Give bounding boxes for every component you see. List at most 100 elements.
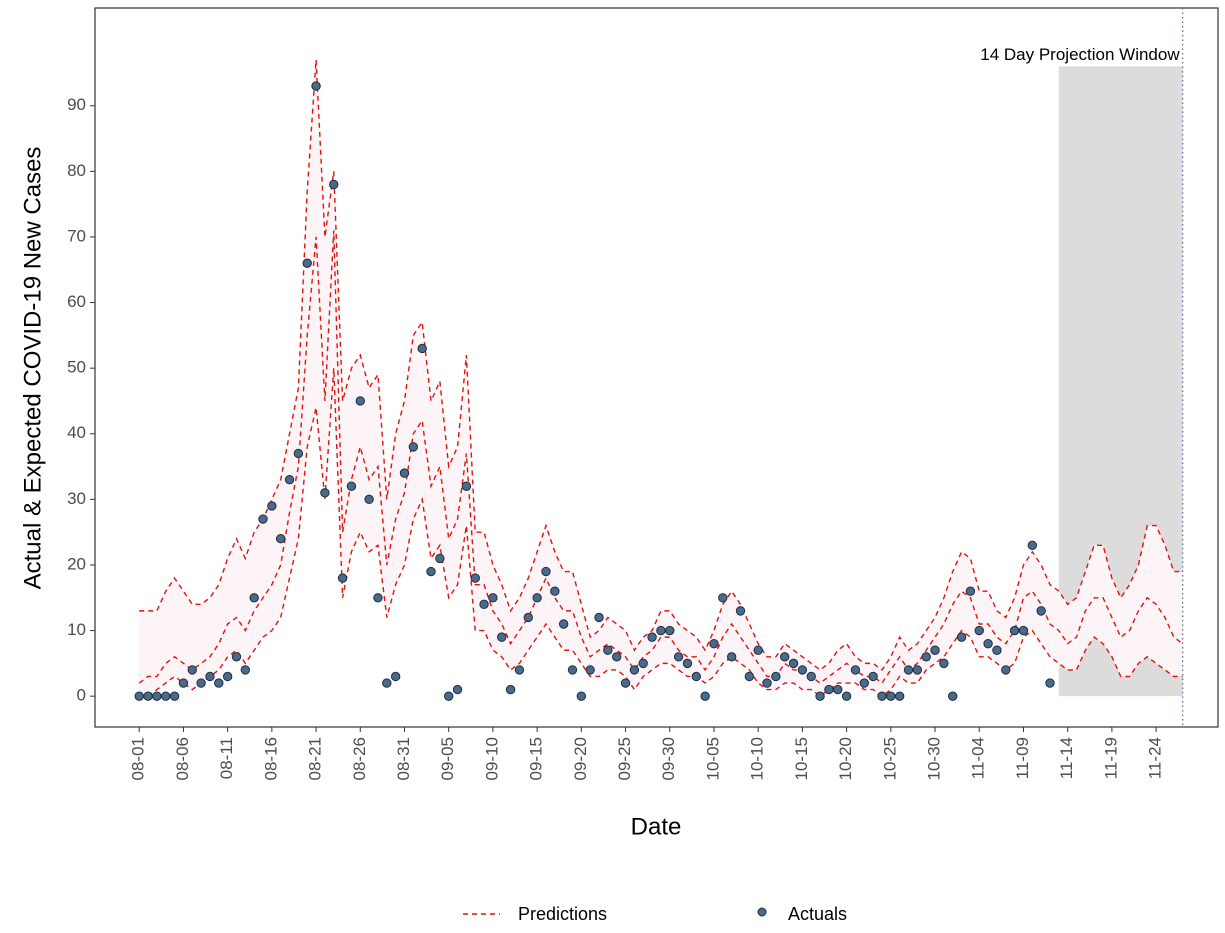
actual-point (974, 625, 984, 636)
actual-point (735, 606, 746, 616)
x-tick-label: 11-14 (1057, 737, 1076, 779)
actual-point (744, 671, 755, 682)
actual-point (718, 593, 728, 603)
actual-point (656, 625, 666, 636)
actual-point (152, 691, 162, 701)
actual-point (523, 612, 533, 623)
actual-point (337, 573, 348, 583)
y-tick-label: 40 (67, 423, 86, 442)
legend-dot (757, 907, 767, 917)
actual-point (877, 691, 887, 701)
x-tick-label: 08-11 (217, 737, 236, 779)
actual-point (700, 691, 710, 701)
actual-point (231, 652, 242, 662)
x-tick-label: 10-25 (880, 737, 899, 780)
x-tick-label: 10-05 (703, 737, 722, 780)
actual-point (850, 665, 861, 675)
actual-point (1018, 625, 1029, 636)
actual-point (382, 678, 392, 688)
actual-point (833, 684, 843, 695)
x-tick-label: 09-25 (615, 737, 634, 780)
actual-point (426, 566, 436, 577)
actual-point (532, 593, 542, 603)
actual-point (859, 678, 869, 688)
actual-point (320, 488, 330, 498)
actual-point (903, 665, 914, 675)
x-tick-label: 08-21 (306, 737, 325, 780)
legend-label: Actuals (788, 904, 847, 924)
actual-point (558, 619, 569, 629)
actual-point (311, 81, 321, 91)
actual-point (364, 494, 374, 505)
y-axis-title: Actual & Expected COVID-19 New Cases (19, 147, 46, 590)
y-tick-label: 10 (67, 620, 86, 639)
actual-point (824, 684, 834, 695)
x-tick-label: 11-09 (1013, 737, 1032, 779)
actual-point (346, 481, 357, 491)
actual-point (196, 678, 206, 688)
x-tick-label: 09-30 (659, 737, 678, 780)
actual-point (222, 671, 233, 682)
actual-point (214, 678, 224, 688)
y-tick-label: 50 (67, 358, 86, 377)
actual-point (169, 691, 180, 701)
actual-point (948, 691, 958, 701)
actual-point (373, 593, 383, 603)
actual-point (841, 691, 852, 701)
x-tick-label: 09-05 (438, 737, 457, 780)
actual-point (505, 684, 516, 695)
x-tick-label: 08-16 (261, 737, 280, 780)
actual-point (550, 586, 560, 596)
actual-point (143, 691, 153, 701)
actual-point (205, 671, 215, 682)
y-tick-label: 30 (67, 489, 86, 508)
actual-point (1027, 540, 1038, 550)
actual-point (691, 671, 701, 682)
y-tick-label: 70 (67, 226, 86, 245)
actual-point (647, 632, 657, 642)
actual-point (452, 684, 463, 695)
prediction-band (139, 59, 1183, 697)
x-tick-label: 08-01 (129, 737, 148, 780)
actual-point (771, 671, 781, 682)
legend: Predictions Actuals (463, 904, 847, 924)
actual-point (594, 612, 604, 623)
y-tick-label: 80 (67, 161, 86, 180)
x-tick-label: 10-20 (836, 737, 855, 780)
actual-point (178, 678, 189, 688)
actual-point (576, 691, 587, 701)
actual-point (956, 632, 967, 642)
actual-point (479, 599, 489, 610)
actual-point (797, 665, 808, 675)
actual-point (1009, 625, 1020, 636)
actual-point (726, 652, 737, 662)
actual-point (302, 258, 312, 268)
actual-point (541, 566, 551, 577)
x-tick-label: 08-31 (394, 737, 413, 780)
actual-point (886, 691, 896, 701)
actual-point (399, 468, 410, 478)
legend-label: Predictions (518, 904, 607, 924)
actual-point (762, 678, 772, 688)
actual-point (939, 658, 949, 669)
panel-border (94, 7, 1219, 728)
actual-point (444, 691, 454, 701)
actual-point (134, 691, 144, 701)
prediction-line (139, 59, 1183, 671)
y-tick-label: 90 (67, 95, 86, 114)
x-tick-label: 09-10 (482, 737, 501, 780)
actual-point (161, 691, 171, 701)
x-axis-title: Date (631, 813, 682, 840)
x-tick-label: 11-19 (1101, 737, 1120, 779)
actual-point (912, 665, 923, 675)
actual-point (488, 593, 498, 603)
actual-point (514, 665, 525, 675)
actual-point (284, 474, 295, 485)
actual-point (682, 658, 693, 669)
actual-point (868, 671, 878, 682)
actual-point (921, 652, 931, 662)
actual-point (965, 586, 976, 596)
actual-point (390, 671, 401, 682)
x-tick-label: 08-26 (350, 737, 369, 780)
